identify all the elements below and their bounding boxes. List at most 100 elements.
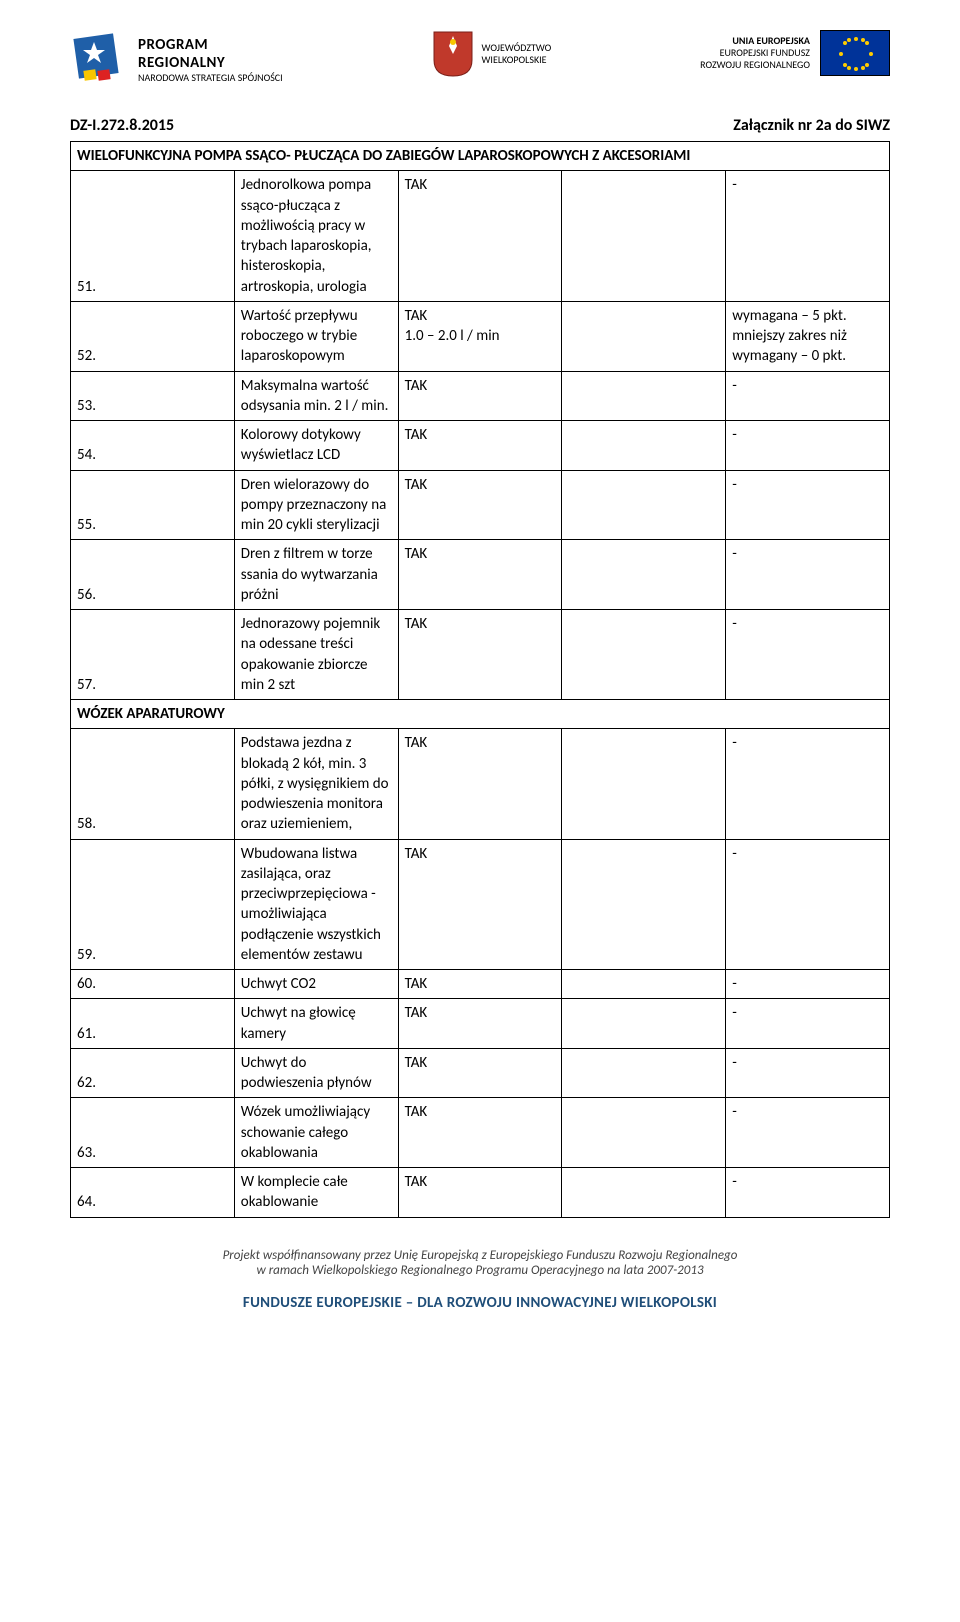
- table-row: 56.Dren z filtrem w torze ssania do wytw…: [71, 540, 890, 610]
- row-number: 64.: [71, 1168, 235, 1218]
- row-tak: TAK: [398, 371, 562, 421]
- table-row: 59.Wbudowana listwa zasilająca, oraz prz…: [71, 839, 890, 970]
- doc-ref-left: DZ-I.272.8.2015: [70, 116, 174, 135]
- row-number: 56.: [71, 540, 235, 610]
- pr-small: NARODOWA STRATEGIA SPÓJNOŚCI: [138, 72, 283, 84]
- row-req: -: [726, 839, 890, 970]
- row-req: -: [726, 729, 890, 839]
- wojewodztwo-logo: WOJEWÓDZTWO WIELKOPOLSKIE: [432, 30, 552, 78]
- row-desc: Dren z filtrem w torze ssania do wytwarz…: [234, 540, 398, 610]
- row-blank: [562, 999, 726, 1049]
- page: 19 PROGRAM REGIONALNY NARODOWA STRATEGIA…: [0, 0, 960, 1332]
- row-tak: TAK: [398, 171, 562, 302]
- row-desc: Uchwyt do podwieszenia płynów: [234, 1048, 398, 1098]
- row-desc: Maksymalna wartość odsysania min. 2 l / …: [234, 371, 398, 421]
- row-desc: Uchwyt na głowicę kamery: [234, 999, 398, 1049]
- footer: Projekt współfinansowany przez Unię Euro…: [70, 1248, 890, 1312]
- pr-big2: REGIONALNY: [138, 54, 283, 72]
- table-row: 53.Maksymalna wartość odsysania min. 2 l…: [71, 371, 890, 421]
- table-row: 64.W komplecie całe okablowanieTAK-: [71, 1168, 890, 1218]
- pr-logo-icon: [70, 30, 130, 90]
- table-row: 58.Podstawa jezdna z blokadą 2 kół, min.…: [71, 729, 890, 839]
- row-tak: TAK 1.0 – 2.0 l / min: [398, 301, 562, 371]
- row-blank: [562, 1098, 726, 1168]
- row-number: 58.: [71, 729, 235, 839]
- row-req: -: [726, 999, 890, 1049]
- row-desc: Wartość przepływu roboczego w trybie lap…: [234, 301, 398, 371]
- row-tak: TAK: [398, 1048, 562, 1098]
- row-blank: [562, 729, 726, 839]
- row-desc: Dren wielorazowy do pompy przeznaczony n…: [234, 470, 398, 540]
- pr-big1: PROGRAM: [138, 36, 283, 54]
- row-number: 55.: [71, 470, 235, 540]
- row-blank: [562, 610, 726, 700]
- row-desc: Podstawa jezdna z blokadą 2 kół, min. 3 …: [234, 729, 398, 839]
- row-blank: [562, 171, 726, 302]
- row-tak: TAK: [398, 729, 562, 839]
- section-1-title: WIELOFUNKCYJNA POMPA SSĄCO- PŁUCZĄCA DO …: [71, 142, 890, 171]
- row-number: 60.: [71, 970, 235, 999]
- section-row-2: WÓZEK APARATUROWY: [71, 700, 890, 729]
- row-blank: [562, 540, 726, 610]
- spec-table: WIELOFUNKCYJNA POMPA SSĄCO- PŁUCZĄCA DO …: [70, 141, 890, 1218]
- row-number: 53.: [71, 371, 235, 421]
- row-req: wymagana – 5 pkt. mniejszy zakres niż wy…: [726, 301, 890, 371]
- row-desc: Jednorolkowa pompa ssąco-płucząca z możl…: [234, 171, 398, 302]
- row-req: -: [726, 1098, 890, 1168]
- table-row: 63.Wózek umożliwiający schowanie całego …: [71, 1098, 890, 1168]
- row-req: -: [726, 970, 890, 999]
- row-desc: Wbudowana listwa zasilająca, oraz przeci…: [234, 839, 398, 970]
- row-tak: TAK: [398, 1168, 562, 1218]
- table-row: 57.Jednorazowy pojemnik na odessane treś…: [71, 610, 890, 700]
- row-req: -: [726, 1048, 890, 1098]
- row-req: -: [726, 470, 890, 540]
- row-blank: [562, 1168, 726, 1218]
- row-number: 54.: [71, 421, 235, 471]
- row-blank: [562, 1048, 726, 1098]
- row-blank: [562, 371, 726, 421]
- row-req: -: [726, 421, 890, 471]
- row-tak: TAK: [398, 540, 562, 610]
- row-number: 61.: [71, 999, 235, 1049]
- row-req: -: [726, 371, 890, 421]
- row-number: 57.: [71, 610, 235, 700]
- row-desc: W komplecie całe okablowanie: [234, 1168, 398, 1218]
- table-row: 55.Dren wielorazowy do pompy przeznaczon…: [71, 470, 890, 540]
- row-tak: TAK: [398, 999, 562, 1049]
- shield-icon: [432, 30, 474, 78]
- row-desc: Kolorowy dotykowy wyświetlacz LCD: [234, 421, 398, 471]
- row-number: 62.: [71, 1048, 235, 1098]
- row-blank: [562, 301, 726, 371]
- row-desc: Jednorazowy pojemnik na odessane treści …: [234, 610, 398, 700]
- eu-flag-icon: [820, 30, 890, 76]
- row-number: 52.: [71, 301, 235, 371]
- eu-logo: UNIA EUROPEJSKA EUROPEJSKI FUNDUSZ ROZWO…: [700, 30, 890, 76]
- footer-line1: Projekt współfinansowany przez Unię Euro…: [70, 1248, 890, 1263]
- row-tak: TAK: [398, 839, 562, 970]
- pr-logo-text: PROGRAM REGIONALNY NARODOWA STRATEGIA SP…: [138, 36, 283, 84]
- section-row-1: WIELOFUNKCYJNA POMPA SSĄCO- PŁUCZĄCA DO …: [71, 142, 890, 171]
- table-row: 62.Uchwyt do podwieszenia płynówTAK -: [71, 1048, 890, 1098]
- header-logos: PROGRAM REGIONALNY NARODOWA STRATEGIA SP…: [70, 30, 890, 90]
- row-tak: TAK: [398, 970, 562, 999]
- program-regionalny-logo: PROGRAM REGIONALNY NARODOWA STRATEGIA SP…: [70, 30, 283, 90]
- row-blank: [562, 839, 726, 970]
- row-tak: TAK: [398, 610, 562, 700]
- row-blank: [562, 421, 726, 471]
- table-row: 54.Kolorowy dotykowy wyświetlacz LCDTAK -: [71, 421, 890, 471]
- section-2-title: WÓZEK APARATUROWY: [71, 700, 890, 729]
- woj-text: WOJEWÓDZTWO WIELKOPOLSKIE: [482, 42, 552, 66]
- table-row: 51.Jednorolkowa pompa ssąco-płucząca z m…: [71, 171, 890, 302]
- row-tak: TAK: [398, 421, 562, 471]
- woj2: WIELKOPOLSKIE: [482, 54, 552, 66]
- row-number: 59.: [71, 839, 235, 970]
- table-row: 60.Uchwyt CO2TAK-: [71, 970, 890, 999]
- table-row: 52.Wartość przepływu roboczego w trybie …: [71, 301, 890, 371]
- eu3: ROZWOJU REGIONALNEGO: [700, 59, 810, 71]
- row-req: -: [726, 171, 890, 302]
- row-desc: Wózek umożliwiający schowanie całego oka…: [234, 1098, 398, 1168]
- row-blank: [562, 970, 726, 999]
- row-number: 63.: [71, 1098, 235, 1168]
- doc-ref-right: Załącznik nr 2a do SIWZ: [733, 116, 890, 135]
- row-blank: [562, 470, 726, 540]
